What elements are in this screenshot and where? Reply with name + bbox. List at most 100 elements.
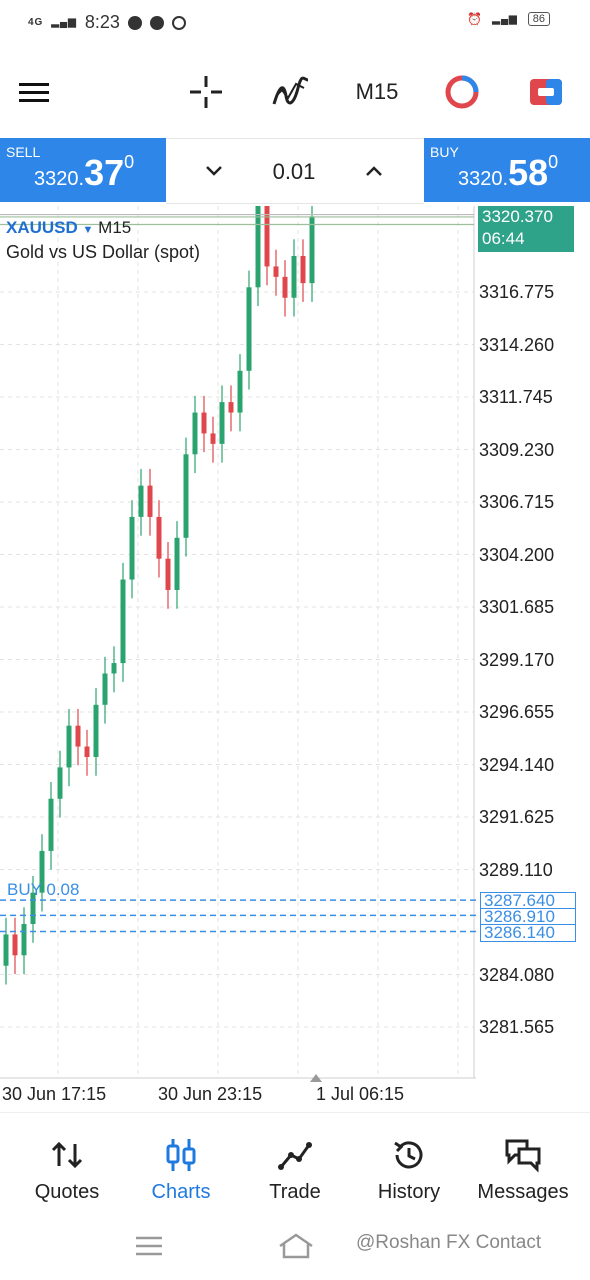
recent-apps-icon[interactable]	[134, 1234, 164, 1258]
candle	[264, 206, 270, 267]
clock: 8:23	[84, 12, 120, 32]
y-axis-label: 3296.655	[479, 702, 555, 722]
facebook-icon	[149, 15, 164, 30]
candle	[30, 892, 36, 924]
candle	[156, 516, 162, 559]
buy-button[interactable]: BUY 3320.580	[424, 138, 590, 202]
candle	[282, 276, 288, 298]
whatsapp-icon	[171, 15, 186, 30]
y-axis-label: 3289.110	[479, 859, 553, 880]
candle	[228, 402, 234, 413]
candle	[165, 558, 171, 590]
position-level-tag[interactable]: 3286.910	[480, 908, 576, 926]
chart-symbol[interactable]: XAUUSD ▼ M15	[6, 218, 132, 237]
candle	[210, 433, 216, 444]
sell-button[interactable]: SELL 3320.370	[0, 138, 166, 202]
candle	[120, 579, 126, 664]
sell-label: SELL	[6, 144, 41, 160]
battery-indicator: 86	[527, 12, 550, 26]
chart-shift-marker	[310, 1074, 322, 1082]
x-axis-label: 30 Jun 17:15	[2, 1084, 107, 1104]
symbol-description: Gold vs US Dollar (spot)	[6, 242, 201, 262]
indicators-icon[interactable]	[268, 60, 312, 124]
y-axis-label: 3311.745	[479, 387, 553, 407]
position-label[interactable]: BUY 0.08	[7, 880, 80, 899]
candle	[174, 537, 180, 590]
nav-charts[interactable]: Charts	[126, 1135, 236, 1204]
one-click-trade-panel: SELL 3320.370 0.01 BUY 3320.580	[0, 138, 590, 204]
messages-icon	[505, 1139, 541, 1173]
y-axis-label: 3306.715	[479, 492, 555, 512]
candle	[255, 206, 261, 288]
candle	[111, 663, 117, 674]
x-axis-label: 1 Jul 06:15	[316, 1084, 405, 1104]
candle	[309, 216, 315, 284]
y-axis-label: 3284.080	[479, 964, 555, 985]
candle	[183, 454, 189, 538]
menu-icon[interactable]	[14, 60, 54, 124]
candle	[102, 673, 108, 705]
y-axis-label: 3304.200	[479, 544, 555, 565]
lot-decrease-button[interactable]	[194, 149, 234, 193]
y-axis-label: 3314.260	[479, 334, 555, 355]
quotes-icon	[51, 1141, 83, 1169]
buy-price: 3320.580	[458, 152, 559, 193]
candle	[147, 485, 153, 517]
candle	[300, 255, 306, 284]
candle	[129, 516, 135, 580]
charts-icon	[166, 1139, 196, 1171]
watermark: @Roshan FX Contact	[356, 1232, 542, 1253]
nav-trade[interactable]: Trade	[240, 1135, 350, 1204]
candle	[273, 266, 279, 277]
candlestick-chart[interactable]	[0, 206, 590, 1112]
lot-increase-button[interactable]	[354, 149, 394, 193]
position-level-tag[interactable]: 3286.140	[480, 924, 576, 942]
nav-messages[interactable]: Messages	[468, 1135, 578, 1204]
bottom-navigation: Quotes Charts Trade History Messages	[0, 1112, 590, 1223]
candle	[138, 485, 144, 517]
y-axis-label: 3299.170	[479, 649, 555, 670]
candle	[66, 725, 72, 768]
lot-size-input[interactable]: 0.01	[272, 159, 316, 184]
candle	[192, 412, 198, 455]
candle	[57, 767, 63, 799]
candle	[75, 725, 81, 747]
timeframe-selector[interactable]: M15	[355, 79, 399, 104]
chevron-down-icon	[206, 166, 222, 176]
trade-icon	[278, 1142, 312, 1170]
candle	[12, 934, 18, 956]
sell-price: 3320.370	[34, 152, 135, 193]
price-chart[interactable]: XAUUSD ▼ M15 Gold vs US Dollar (spot) 33…	[0, 206, 590, 1112]
chart-toolbar: M15	[0, 60, 590, 124]
wifi-icon: ▂▄▆	[492, 13, 518, 25]
status-bar: 4G ▂▄▆ 8:23 ⏰ ▂▄▆ 86	[0, 0, 590, 44]
nav-quotes[interactable]: Quotes	[12, 1135, 122, 1204]
telegram-icon	[127, 15, 142, 30]
nav-history[interactable]: History	[354, 1135, 464, 1204]
home-icon[interactable]	[276, 1232, 316, 1260]
candle	[84, 746, 90, 757]
crosshair-icon[interactable]	[186, 60, 226, 124]
candle	[246, 287, 252, 371]
one-click-trading-icon[interactable]	[524, 60, 568, 124]
chevron-up-icon	[366, 166, 382, 176]
x-axis-label: 30 Jun 23:15	[158, 1084, 263, 1104]
candle	[3, 934, 9, 966]
current-price-tag: 3320.370 06:44	[478, 206, 574, 252]
signal-icon: ▂▄▆	[51, 17, 77, 28]
system-navigation-bar: @Roshan FX Contact	[0, 1222, 590, 1280]
candle	[39, 850, 45, 893]
candle	[93, 704, 99, 757]
candle	[291, 255, 297, 298]
objects-icon[interactable]	[440, 60, 484, 124]
y-axis-label: 3316.775	[479, 282, 555, 302]
y-axis-label: 3309.230	[479, 439, 555, 460]
candle	[48, 798, 54, 851]
buy-label: BUY	[430, 144, 459, 160]
y-axis-label: 3301.685	[479, 597, 555, 617]
candle	[201, 412, 207, 434]
history-icon	[394, 1141, 423, 1169]
alarm-icon: ⏰	[467, 12, 483, 26]
candle	[21, 923, 27, 956]
position-level-tag[interactable]: 3287.640	[480, 892, 576, 910]
